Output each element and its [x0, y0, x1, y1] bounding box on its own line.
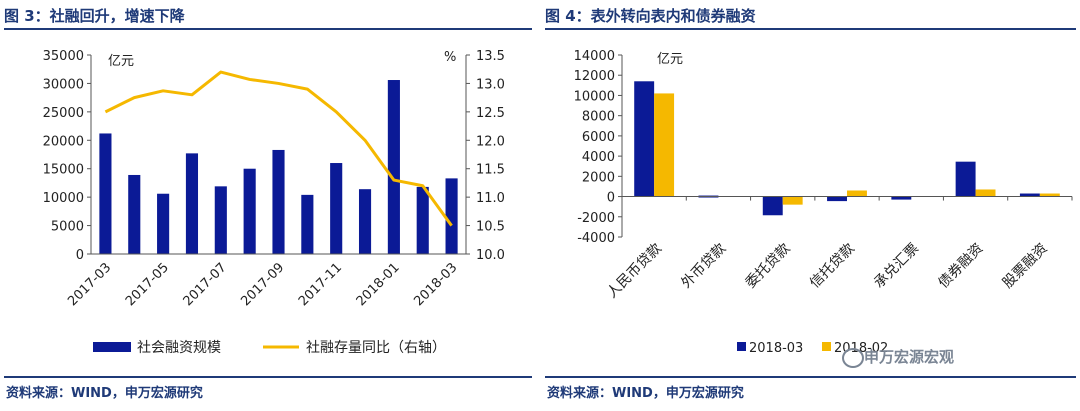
left-y-tick-label: 15000	[43, 163, 84, 178]
left-footer-divider	[4, 376, 532, 378]
x-tick-label: 2017-07	[181, 260, 230, 309]
legend-label-line: 社融存量同比（右轴）	[306, 340, 446, 356]
left-y-tick-label: 35000	[43, 49, 84, 64]
right-source-note: 资料来源：WIND，申万宏源研究	[547, 386, 744, 401]
y-tick-label: -2000	[577, 211, 615, 226]
bar-social-financing	[272, 149, 285, 254]
legend-label-bar: 社会融资规模	[137, 340, 221, 356]
bar-social-financing	[185, 153, 199, 254]
legend-swatch-bar	[93, 342, 131, 352]
bar-2018-03	[891, 196, 912, 200]
bar-2018-02	[782, 196, 803, 205]
bar-social-financing	[128, 174, 141, 254]
right-footer-divider	[545, 376, 1076, 378]
category-label: 信托贷款	[807, 241, 858, 292]
left-y-tick-label: 30000	[43, 77, 84, 92]
right-y-tick-label: 13.5	[476, 49, 505, 64]
legend-label-2018-03: 2018-03	[749, 341, 803, 356]
category-label: 人民币贷款	[604, 241, 665, 302]
y-tick-label: 4000	[582, 150, 615, 165]
right-chart-svg: 亿元 -4000 -2000 0 2000 4000 6000 8000 10000 12000 1…	[574, 49, 1073, 356]
right-chart-title: 图 4：表外转向表内和债券融资	[545, 4, 1076, 30]
bar-social-financing	[157, 193, 170, 254]
bar-social-financing	[358, 189, 372, 254]
bar-2018-02	[654, 93, 675, 197]
wechat-icon	[842, 348, 864, 368]
y-tick-label: 0	[607, 191, 615, 206]
y-axis-unit: 亿元	[657, 52, 683, 67]
right-y-tick-label: 12.0	[476, 134, 505, 149]
left-y-tick-label: 25000	[43, 106, 84, 121]
y-tick-label: 14000	[574, 49, 615, 64]
left-chart-svg: 亿元 % 0 5000 10000 15000 20000 25000 30000 35000 10…	[43, 49, 505, 356]
x-tick-label: 2017-03	[65, 260, 114, 309]
y-tick-label: 2000	[582, 170, 615, 185]
category-label: 承兑汇票	[871, 241, 922, 292]
bar-social-financing	[214, 186, 227, 254]
left-y-tick-label: 0	[76, 248, 84, 263]
y-tick-label: -4000	[577, 231, 615, 246]
line-stock-yoy	[104, 70, 453, 227]
bar-social-financing	[387, 80, 400, 254]
x-tick-label: 2017-11	[296, 260, 345, 309]
category-label: 股票融资	[1000, 241, 1051, 292]
right-y-tick-label: 11.5	[476, 163, 505, 178]
right-y-tick-label: 11.0	[476, 191, 505, 206]
legend-swatch-2018-02	[822, 342, 831, 351]
left-axis-unit: 亿元	[108, 54, 134, 69]
bar-social-financing	[301, 194, 314, 254]
right-y-tick-label: 10.5	[476, 220, 505, 235]
category-label: 外币贷款	[678, 241, 729, 292]
watermark-text: 申万宏源宏观	[864, 348, 955, 366]
legend-swatch-2018-03	[737, 342, 746, 351]
left-y-tick-label: 5000	[51, 220, 84, 235]
left-chart-panel: 图 3：社融回升，增速下降 亿元% 0 5000 10000 15000 20000 250…	[0, 0, 536, 411]
bar-2018-02	[847, 190, 867, 197]
bar-2018-02	[1039, 193, 1060, 197]
y-tick-label: 10000	[574, 89, 615, 104]
left-chart-title: 图 3：社融回升，增速下降	[4, 4, 532, 30]
right-axis-unit: %	[444, 50, 456, 65]
bar-social-financing	[445, 178, 458, 254]
category-label: 债券融资	[935, 241, 986, 292]
right-y-tick-label: 10.0	[476, 248, 505, 263]
right-y-tick-label: 12.5	[476, 106, 505, 121]
bar-social-financing	[330, 163, 343, 254]
bar-2018-03	[634, 81, 655, 197]
left-source-note: 资料来源：WIND，申万宏源研究	[6, 386, 203, 401]
bar-2018-03	[1019, 193, 1040, 197]
left-y-tick-label: 20000	[43, 134, 84, 149]
bar-2018-03	[955, 161, 976, 197]
bar-social-financing	[416, 186, 429, 254]
y-tick-label: 12000	[574, 69, 615, 84]
x-tick-label: 2018-03	[411, 260, 460, 309]
x-tick-label: 2017-09	[238, 260, 287, 309]
bar-social-financing	[243, 168, 256, 254]
category-label: 委托贷款	[743, 241, 794, 292]
y-tick-label: 6000	[582, 130, 615, 145]
right-y-tick-label: 13.0	[476, 77, 505, 92]
right-chart-panel: 图 4：表外转向表内和债券融资 亿元 -4000 -2000 0 2000 4000 600…	[541, 0, 1080, 411]
bar-2018-03	[762, 196, 783, 216]
bar-2018-02	[975, 189, 996, 197]
bar-social-financing	[99, 133, 112, 254]
bar-2018-03	[827, 196, 847, 202]
x-tick-label: 2018-01	[354, 260, 403, 309]
left-y-tick-label: 10000	[43, 191, 84, 206]
y-tick-label: 8000	[582, 110, 615, 125]
x-tick-label: 2017-05	[123, 260, 172, 309]
